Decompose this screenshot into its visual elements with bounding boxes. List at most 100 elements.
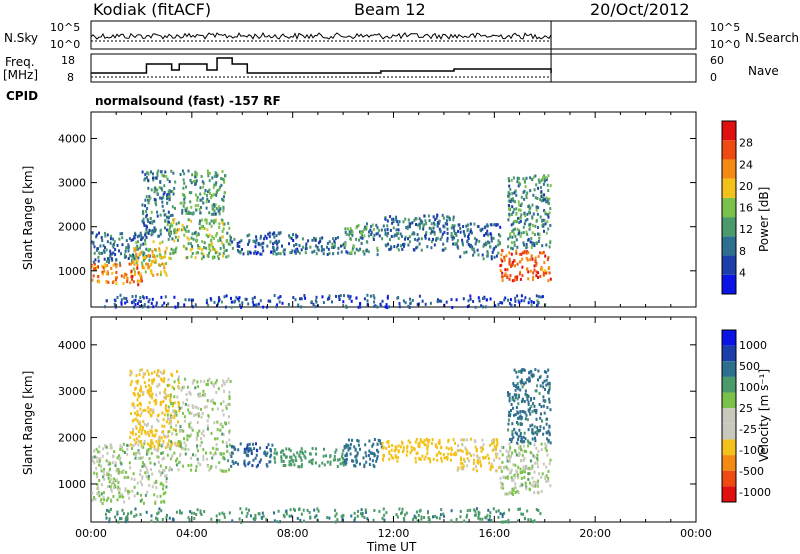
power-cell [292, 239, 295, 242]
velocity-cell [507, 492, 510, 496]
velocity-cell [377, 438, 380, 442]
velocity-cell [342, 463, 345, 467]
power-cell [196, 198, 199, 202]
power-cell [520, 231, 523, 235]
velocity-colorbar-tick: -500 [739, 465, 764, 478]
power-cell [333, 244, 336, 248]
power-cell [395, 215, 398, 219]
velocity-cell [207, 464, 209, 468]
velocity-cell [520, 371, 523, 374]
power-cell [230, 296, 232, 300]
power-cell [532, 271, 535, 275]
power-cell [214, 220, 217, 223]
velocity-cell [122, 442, 125, 446]
power-cell [192, 298, 194, 302]
power-cell [195, 179, 198, 183]
velocity-cell [475, 507, 478, 511]
velocity-cell [227, 377, 230, 381]
power-cell [415, 217, 418, 221]
power-cell [419, 219, 422, 223]
velocity-cell [347, 438, 350, 442]
power-cell [478, 239, 481, 243]
velocity-cell [548, 425, 551, 429]
power-cell [359, 302, 362, 306]
power-cell [537, 206, 540, 210]
power-cell [540, 199, 543, 203]
power-cell [545, 243, 548, 247]
power-cell [523, 243, 525, 247]
power-cell [456, 239, 459, 243]
power-cell [141, 265, 144, 269]
power-cell [304, 247, 307, 251]
velocity-cell [98, 479, 101, 482]
power-cell [91, 278, 94, 282]
power-cell [425, 232, 427, 236]
velocity-cell [371, 444, 374, 448]
velocity-cell [102, 470, 105, 474]
velocity-cell [194, 453, 197, 457]
power-cell [508, 195, 511, 199]
velocity-cell [514, 486, 517, 490]
power-cell [142, 212, 145, 216]
velocity-cell [333, 454, 336, 458]
power-cell [514, 275, 517, 279]
power-cell [517, 181, 520, 185]
power-cell [192, 212, 195, 216]
power-cell [543, 218, 546, 222]
power-cell [528, 223, 531, 227]
power-cell [516, 262, 519, 266]
velocity-cell [341, 461, 344, 465]
velocity-ylabel: Slant Range [km] [21, 370, 35, 475]
power-cell [121, 236, 124, 240]
power-cell [155, 301, 158, 305]
velocity-cell [157, 419, 160, 423]
power-cell [376, 232, 379, 236]
power-cell [497, 243, 500, 247]
velocity-cell [289, 455, 292, 459]
velocity-cell [156, 517, 159, 521]
velocity-cell [466, 513, 469, 517]
velocity-cell [164, 392, 167, 396]
freq-trace [91, 57, 552, 74]
velocity-cell [514, 388, 517, 392]
velocity-cell [155, 440, 158, 444]
velocity-cell [401, 507, 404, 511]
velocity-cell [137, 456, 140, 460]
power-cell [389, 215, 392, 219]
velocity-cell [549, 458, 552, 462]
velocity-cell [136, 451, 139, 454]
velocity-cell [207, 414, 210, 418]
velocity-cell [147, 422, 149, 426]
power-cell [148, 258, 151, 262]
velocity-cell [508, 456, 511, 460]
power-cell [443, 230, 446, 234]
velocity-cell [206, 383, 209, 386]
velocity-cell [103, 477, 106, 481]
velocity-cell [200, 407, 202, 411]
power-cell [164, 219, 167, 223]
velocity-cell [161, 457, 164, 461]
power-cell [205, 298, 208, 302]
velocity-cell [517, 370, 520, 374]
power-cell [255, 238, 258, 242]
velocity-cell [193, 414, 195, 417]
velocity-cell [394, 454, 397, 457]
power-cell [238, 296, 241, 300]
velocity-cell [464, 446, 467, 450]
power-cell [522, 190, 525, 194]
power-cell [104, 263, 107, 267]
velocity-cell [336, 518, 339, 522]
velocity-cell [447, 447, 450, 451]
power-cell [469, 297, 472, 301]
velocity-cell [253, 447, 256, 451]
velocity-cell [440, 508, 443, 511]
velocity-cell [251, 464, 254, 468]
velocity-cell [222, 413, 225, 417]
power-cell [239, 250, 242, 254]
power-cell [159, 270, 162, 274]
velocity-cell [355, 460, 358, 464]
power-cell [493, 246, 496, 250]
velocity-cell [228, 397, 231, 401]
power-cell [344, 227, 347, 231]
